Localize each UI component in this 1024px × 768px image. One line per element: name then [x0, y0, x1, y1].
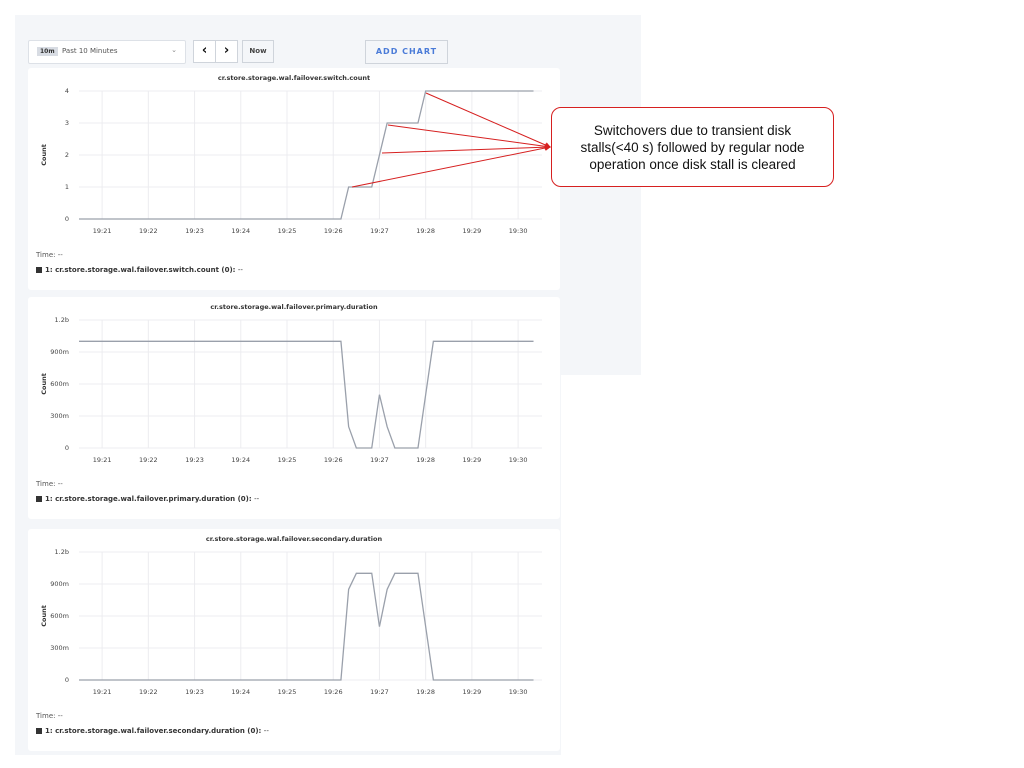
chart-panel-switch-count: cr.store.storage.wal.failover.switch.cou… — [28, 68, 560, 290]
chevron-down-icon: ⌄ — [171, 46, 177, 54]
y-tick-label: 1.2b — [55, 548, 69, 556]
x-tick-label: 19:23 — [185, 456, 204, 464]
y-tick-label: 2 — [65, 151, 69, 159]
x-tick-label: 19:26 — [324, 227, 343, 235]
annotation-callout: Switchovers due to transient disk stalls… — [551, 107, 834, 187]
y-tick-label: 900m — [50, 348, 69, 356]
x-tick-label: 19:21 — [93, 688, 112, 696]
legend-item: 1: cr.store.storage.wal.failover.switch.… — [36, 266, 243, 274]
chart-title: cr.store.storage.wal.failover.switch.cou… — [217, 74, 371, 82]
time-value: -- — [57, 712, 63, 720]
time-label: Time: — [36, 712, 56, 720]
x-tick-label: 19:23 — [185, 688, 204, 696]
time-range-select[interactable]: 10m Past 10 Minutes ⌄ — [28, 40, 186, 64]
x-tick-label: 19:24 — [231, 227, 250, 235]
y-tick-label: 1 — [65, 183, 69, 191]
legend-label: 1: cr.store.storage.wal.failover.seconda… — [45, 727, 262, 735]
chart-panel-secondary-duration: cr.store.storage.wal.failover.secondary.… — [28, 529, 560, 751]
annotation-arrow — [381, 144, 551, 154]
y-axis-label: Count — [40, 605, 48, 627]
y-tick-label: 4 — [65, 87, 69, 95]
y-tick-label: 600m — [50, 380, 69, 388]
y-tick-label: 1.2b — [55, 316, 69, 324]
time-value: -- — [57, 480, 63, 488]
time-label: Time: — [36, 480, 56, 488]
x-tick-label: 19:21 — [93, 227, 112, 235]
add-chart-button[interactable]: ADD CHART — [365, 40, 448, 64]
y-axis-label: Count — [40, 144, 48, 166]
x-tick-label: 19:23 — [185, 227, 204, 235]
time-value: -- — [57, 251, 63, 259]
chart-title: cr.store.storage.wal.failover.secondary.… — [205, 535, 383, 543]
x-tick-label: 19:28 — [416, 456, 435, 464]
x-tick-label: 19:27 — [370, 456, 389, 464]
chart-secondary-duration: 0 300m 600m 900m 1.2b 19:21 19:22 19:23 19:24 19:… — [40, 548, 542, 696]
next-button[interactable]: › — [215, 40, 238, 63]
annotation-arrow — [387, 124, 551, 150]
x-tick-label: 19:29 — [463, 688, 482, 696]
time-readout: Time: -- — [36, 712, 63, 720]
now-button[interactable]: Now — [242, 40, 274, 63]
y-axis-label: Count — [40, 373, 48, 395]
y-tick-label: 600m — [50, 612, 69, 620]
chart-panel-primary-duration: cr.store.storage.wal.failover.primary.du… — [28, 297, 560, 519]
legend-value: -- — [254, 495, 260, 503]
x-tick-label: 19:24 — [231, 456, 250, 464]
x-tick-label: 19:22 — [139, 227, 158, 235]
x-tick-label: 19:28 — [416, 227, 435, 235]
x-tick-label: 19:25 — [278, 688, 297, 696]
time-readout: Time: -- — [36, 480, 63, 488]
x-tick-label: 19:30 — [509, 688, 528, 696]
x-tick-label: 19:29 — [463, 227, 482, 235]
x-tick-label: 19:21 — [93, 456, 112, 464]
y-tick-label: 900m — [50, 580, 69, 588]
legend-swatch — [36, 496, 42, 502]
time-label: Time: — [36, 251, 56, 259]
x-tick-label: 19:30 — [509, 227, 528, 235]
x-tick-label: 19:29 — [463, 456, 482, 464]
legend-label: 1: cr.store.storage.wal.failover.switch.… — [45, 266, 236, 274]
annotation-arrow — [425, 92, 551, 148]
x-tick-label: 19:27 — [370, 227, 389, 235]
y-tick-label: 0 — [65, 676, 69, 684]
x-tick-label: 19:25 — [278, 456, 297, 464]
series-line — [79, 90, 534, 220]
legend-item: 1: cr.store.storage.wal.failover.primary… — [36, 495, 259, 503]
chevron-left-icon: ‹ — [201, 43, 208, 58]
annotation-arrow — [351, 145, 551, 188]
x-tick-label: 19:22 — [139, 456, 158, 464]
x-tick-label: 19:24 — [231, 688, 250, 696]
time-range-badge: 10m — [37, 47, 58, 56]
y-tick-label: 0 — [65, 444, 69, 452]
x-tick-label: 19:26 — [324, 688, 343, 696]
time-range-label: Past 10 Minutes — [62, 47, 118, 55]
chevron-right-icon: › — [223, 43, 230, 58]
time-readout: Time: -- — [36, 251, 63, 259]
legend-value: -- — [263, 727, 269, 735]
legend-swatch — [36, 267, 42, 273]
x-tick-label: 19:25 — [278, 227, 297, 235]
y-tick-label: 0 — [65, 215, 69, 223]
series-line — [79, 340, 534, 449]
x-tick-label: 19:30 — [509, 456, 528, 464]
x-tick-label: 19:27 — [370, 688, 389, 696]
x-tick-label: 19:26 — [324, 456, 343, 464]
chart-switch-count: 0 1 2 3 4 19:21 19:22 19:23 19:24 19:25 19:26 19:27… — [40, 87, 542, 235]
y-tick-label: 300m — [50, 644, 69, 652]
y-tick-label: 300m — [50, 412, 69, 420]
x-tick-label: 19:22 — [139, 688, 158, 696]
y-tick-label: 3 — [65, 119, 69, 127]
chart-title: cr.store.storage.wal.failover.primary.du… — [210, 303, 378, 311]
legend-label: 1: cr.store.storage.wal.failover.primary… — [45, 495, 252, 503]
legend-item: 1: cr.store.storage.wal.failover.seconda… — [36, 727, 269, 735]
chart-primary-duration: 0 300m 600m 900m 1.2b 19:21 19:22 19:23 19:24 19:… — [40, 316, 542, 464]
legend-swatch — [36, 728, 42, 734]
x-tick-label: 19:28 — [416, 688, 435, 696]
legend-value: -- — [237, 266, 243, 274]
series-line — [79, 572, 534, 681]
